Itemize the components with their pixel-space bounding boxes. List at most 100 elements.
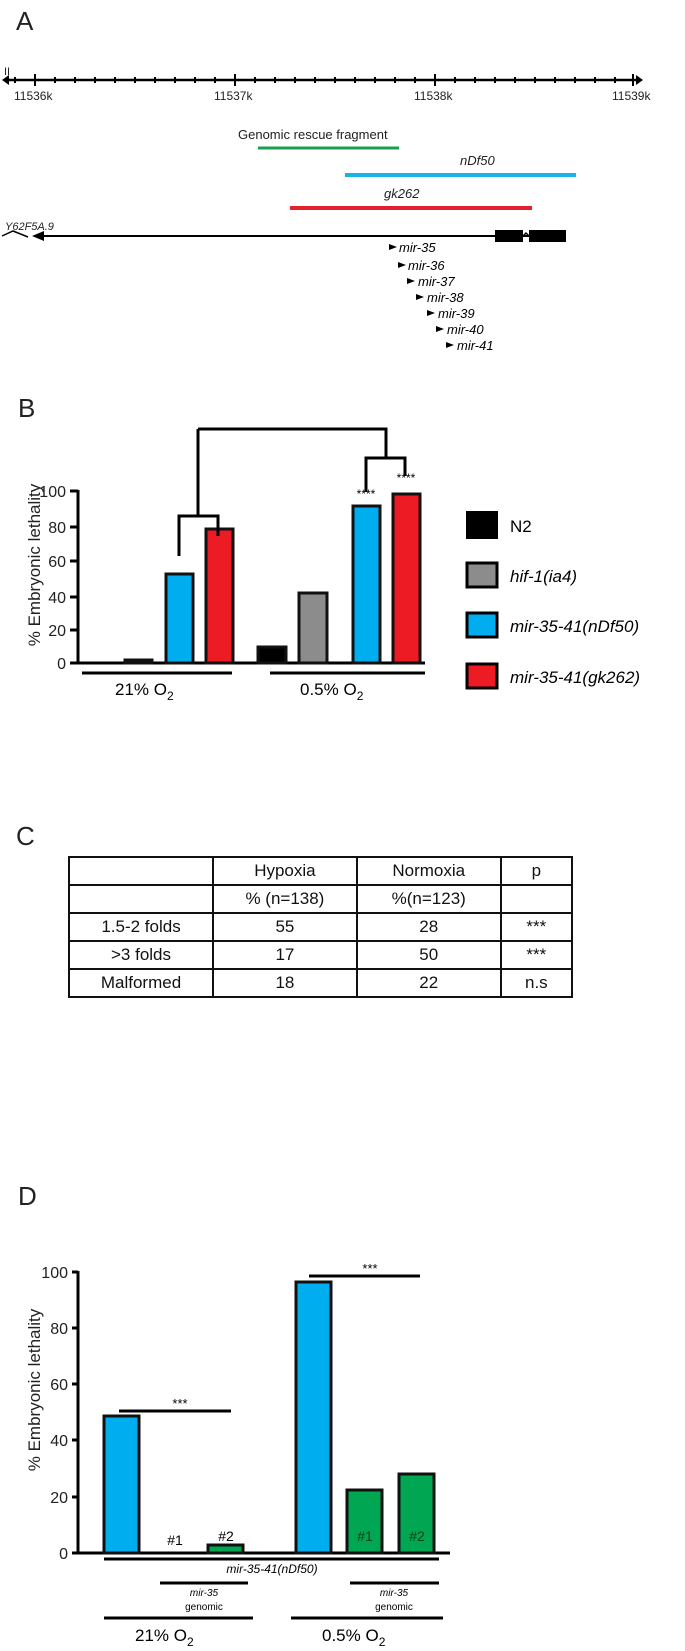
rescue-label: genomic xyxy=(375,1602,413,1613)
svg-text:mir-41: mir-41 xyxy=(457,338,494,353)
bars-d xyxy=(102,1280,436,1555)
significance-stars: **** xyxy=(357,487,376,501)
legend: N2 hif-1(ia4) mir-35-41(nDf50) mir-35-41… xyxy=(465,511,640,690)
chromosome-label: II xyxy=(4,66,10,78)
group-label-05: 0.5% O2 xyxy=(300,680,364,703)
svg-text:mir-39: mir-39 xyxy=(438,306,475,321)
mirna-arrow-icon xyxy=(389,244,397,250)
legend-item: N2 xyxy=(510,517,532,536)
table-row: 1.5-2 folds 55 28 *** xyxy=(67,912,574,942)
table-cell: 1.5-2 folds xyxy=(67,912,215,942)
bar-ndf50-05 xyxy=(294,1280,333,1555)
mirna-item: mir-36 xyxy=(398,258,445,273)
line-label: #1 xyxy=(167,1532,183,1548)
svg-text:mir-40: mir-40 xyxy=(447,322,484,337)
y-tick: 20 xyxy=(48,623,66,640)
mirna-item: mir-40 xyxy=(436,322,484,337)
strain-label: mir-35-41(nDf50) xyxy=(226,1562,317,1576)
table-cell: *** xyxy=(499,940,574,970)
y-tick: 0 xyxy=(57,656,66,673)
y-tick: 40 xyxy=(50,1433,68,1450)
gene-label: Y62F5A.9 xyxy=(5,221,54,233)
axis-tick-label: 11538k xyxy=(414,89,453,103)
gene-arrow-icon xyxy=(32,231,44,241)
table-cell: % (n=138) xyxy=(212,884,358,914)
rescue-label: genomic xyxy=(185,1602,223,1613)
significance-stars: *** xyxy=(362,1261,377,1276)
group-label-21: 21% O2 xyxy=(115,680,174,703)
table-cell: 50 xyxy=(355,940,502,970)
significance-stars: *** xyxy=(172,1396,187,1411)
panel-label-b: B xyxy=(18,393,35,423)
table-cell: 18 xyxy=(212,968,358,998)
svg-text:mir-36: mir-36 xyxy=(408,258,445,273)
table-cell: p xyxy=(499,856,574,886)
line-label: #2 xyxy=(409,1528,425,1544)
table-cell: %(n=123) xyxy=(355,884,502,914)
rescue-fragment-label: Genomic rescue fragment xyxy=(238,127,388,142)
ndf50-label: nDf50 xyxy=(460,153,495,168)
y-tick: 100 xyxy=(39,484,66,501)
mirna-arrow-icon xyxy=(446,342,454,348)
rescue-label: mir-35 xyxy=(380,1588,409,1599)
mirna-item: mir-37 xyxy=(407,274,455,289)
bar-rescue2-05 xyxy=(397,1472,436,1555)
table-cell xyxy=(67,856,215,886)
axis-tick-label: 11536k xyxy=(14,89,53,103)
table-row: >3 folds 17 50 *** xyxy=(67,940,574,970)
table-cell xyxy=(499,884,574,914)
rescue-label: mir-35 xyxy=(190,1588,219,1599)
group-label-21: 21% O2 xyxy=(135,1626,194,1649)
y-tick: 80 xyxy=(48,520,66,537)
y-tick: 60 xyxy=(48,554,66,571)
gk262-label: gk262 xyxy=(384,186,420,201)
y-tick: 100 xyxy=(41,1265,68,1282)
y-tick: 0 xyxy=(59,1546,68,1563)
table-cell: 17 xyxy=(212,940,358,970)
table-cell: 28 xyxy=(355,912,502,942)
table-cell: 22 xyxy=(355,968,502,998)
group-label-05: 0.5% O2 xyxy=(322,1626,386,1649)
line-label: #1 xyxy=(357,1528,373,1544)
legend-item: mir-35-41(gk262) xyxy=(510,668,640,687)
table-cell: 55 xyxy=(212,912,358,942)
significance-brackets-b xyxy=(177,427,407,556)
table-row: Malformed 18 22 n.s xyxy=(67,968,574,998)
y-axis-label: % Embryonic lethality xyxy=(25,483,44,646)
mirna-arrow-icon xyxy=(427,310,435,316)
bar-ndf50-21 xyxy=(102,1414,141,1555)
mirna-item: mir-41 xyxy=(446,338,494,353)
line-label: #2 xyxy=(218,1528,234,1544)
significance-stars: **** xyxy=(397,471,416,485)
bar-rescue1-05 xyxy=(345,1488,384,1555)
bar-rescue2-21 xyxy=(206,1543,245,1555)
mirna-list: mir-35 mir-36 mir-37 mir-38 mir-39 mir-4… xyxy=(389,240,494,353)
genomic-axis xyxy=(2,74,643,86)
mirna-item: mir-35 xyxy=(389,240,436,255)
y-axis xyxy=(72,1270,80,1555)
panel-label-a: A xyxy=(16,6,34,36)
panel-label-c: C xyxy=(16,821,35,851)
table-cell: >3 folds xyxy=(67,940,215,970)
gene-track xyxy=(1,230,566,242)
phenotype-table: Hypoxia Normoxia p % (n=138) %(n=123) 1.… xyxy=(67,856,574,998)
arrow-left-icon xyxy=(2,75,9,85)
table-subheader-row: % (n=138) %(n=123) xyxy=(67,884,574,914)
table-cell: Malformed xyxy=(67,968,215,998)
legend-item: mir-35-41(nDf50) xyxy=(510,617,639,636)
y-axis-label: % Embryonic lethality xyxy=(25,1308,44,1471)
svg-text:mir-38: mir-38 xyxy=(427,290,464,305)
table-cell xyxy=(67,884,215,914)
svg-text:mir-37: mir-37 xyxy=(418,274,455,289)
axis-tick-label: 11537k xyxy=(214,89,253,103)
table-cell: *** xyxy=(499,912,574,942)
table-cell: n.s xyxy=(499,968,574,998)
mirna-item: mir-38 xyxy=(416,290,464,305)
y-tick: 40 xyxy=(48,590,66,607)
mirna-arrow-icon xyxy=(407,278,415,284)
mirna-arrow-icon xyxy=(436,326,444,332)
panel-label-d: D xyxy=(18,1181,37,1211)
axis-tick-label: 11539k xyxy=(612,89,651,103)
table-cell: Normoxia xyxy=(355,856,502,886)
